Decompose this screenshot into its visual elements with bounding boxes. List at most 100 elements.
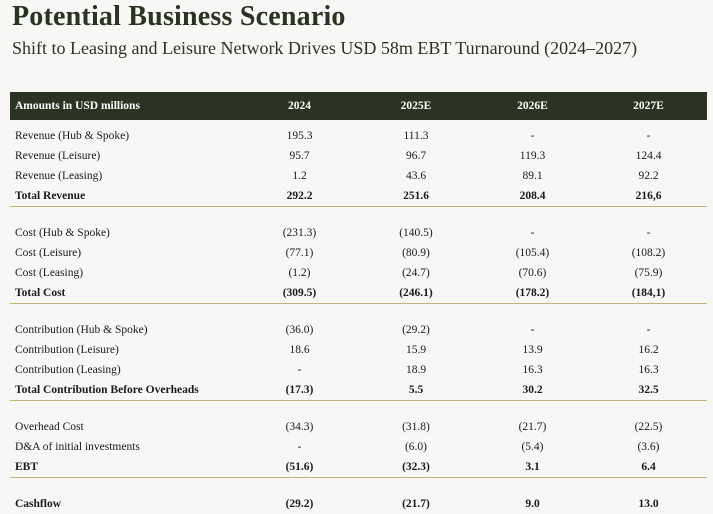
cell-value: (29.2): [285, 498, 314, 510]
row-label: Revenue (Hub & Spoke): [15, 130, 130, 142]
cell-value: (21.7): [402, 498, 430, 510]
cell-value: (31.8): [402, 421, 430, 433]
spacer-row: [10, 401, 707, 418]
row-label: EBT: [10, 457, 242, 478]
cell-value: (5.4): [521, 441, 544, 453]
cell-value: (105.4): [515, 247, 550, 259]
table-row: Contribution (Leasing) - 18.9 16.3 16.3: [10, 360, 707, 380]
total-row: EBT (51.6) (32.3) 3.1 6.4: [10, 457, 707, 478]
cell-value: (24.7): [402, 267, 430, 279]
cell-value: 92.2: [638, 170, 659, 182]
cell-value: -: [646, 130, 651, 142]
cell-value: 111.3: [403, 130, 429, 142]
header-2026e: 2026E: [517, 100, 548, 112]
cell-value: (231.3): [282, 227, 317, 239]
cell-value: (3.6): [637, 441, 660, 453]
row-label: Cost (Leasing): [15, 267, 84, 279]
table-row: Revenue (Leisure) 95.7 96.7 119.3 124.4: [10, 146, 707, 166]
cell-value: -: [646, 227, 651, 239]
cell-value: 13.9: [522, 344, 543, 356]
cell-value: -: [530, 130, 535, 142]
cell-value: -: [646, 324, 651, 336]
table-row: Contribution (Hub & Spoke) (36.0) (29.2)…: [10, 320, 707, 340]
cell-value: 1.2: [292, 170, 307, 182]
table-row: Revenue (Hub & Spoke) 195.3 111.3 - -: [10, 120, 707, 146]
cell-value: (77.1): [285, 247, 314, 259]
table-row: Cost (Leasing) (1.2) (24.7) (70.6) (75.9…: [10, 263, 707, 283]
cell-value: 32.5: [590, 380, 707, 401]
cell-value: -: [530, 227, 535, 239]
cell-value: (29.2): [402, 324, 430, 336]
row-label: Contribution (Leasing): [15, 364, 121, 376]
cell-value: (70.6): [518, 267, 547, 279]
table-row: D&A of initial investments - (6.0) (5.4)…: [10, 437, 707, 457]
cell-value: -: [297, 364, 302, 376]
cell-value: 119.3: [519, 150, 546, 162]
row-label: Cost (Leisure): [15, 247, 82, 259]
cell-value: 208.4: [475, 186, 590, 207]
cell-value: (36.0): [285, 324, 314, 336]
cell-value: -: [530, 324, 535, 336]
cell-value: 5.5: [357, 380, 475, 401]
cell-value: (17.3): [242, 380, 357, 401]
table-row: Revenue (Leasing) 1.2 43.6 89.1 92.2: [10, 166, 707, 186]
cell-value: 195.3: [286, 130, 313, 142]
table-row: Cost (Leisure) (77.1) (80.9) (105.4) (10…: [10, 243, 707, 263]
cell-value: (22.5): [634, 421, 663, 433]
row-label: Revenue (Leisure): [15, 150, 101, 162]
cell-value: 292.2: [242, 186, 357, 207]
header-2025e: 2025E: [400, 100, 432, 112]
cell-value: 89.1: [522, 170, 543, 182]
page-subtitle: Shift to Leasing and Leisure Network Dri…: [12, 38, 638, 58]
row-label: Total Revenue: [10, 186, 242, 207]
cell-value: (1.2): [288, 267, 311, 279]
row-label: Overhead Cost: [15, 421, 84, 433]
cell-value: 95.7: [289, 150, 310, 162]
cell-value: 216,6: [590, 186, 707, 207]
cell-value: (309.5): [242, 283, 357, 304]
row-label: Total Cost: [10, 283, 242, 304]
table-row: Overhead Cost (34.3) (31.8) (21.7) (22.5…: [10, 417, 707, 437]
cell-value: (184,1): [590, 283, 707, 304]
cell-value: 124.4: [635, 150, 662, 162]
cell-value: 6.4: [590, 457, 707, 478]
cell-value: 16.3: [638, 364, 659, 376]
financial-table: Amounts in USD millions 2024 2025E 2026E…: [10, 92, 707, 514]
cell-value: 9.0: [525, 498, 540, 510]
table-row: Contribution (Leisure) 18.6 15.9 13.9 16…: [10, 340, 707, 360]
cell-value: 30.2: [475, 380, 590, 401]
header-2024: 2024: [288, 100, 311, 112]
cell-value: (32.3): [357, 457, 475, 478]
cell-value: (178.2): [475, 283, 590, 304]
row-label: Cost (Hub & Spoke): [15, 227, 110, 239]
cell-value: 18.6: [289, 344, 310, 356]
cell-value: 13.0: [638, 498, 659, 510]
row-label: D&A of initial investments: [15, 441, 140, 453]
cell-value: -: [297, 441, 302, 453]
cell-value: (34.3): [285, 421, 314, 433]
cell-value: (108.2): [631, 247, 666, 259]
cashflow-row: Cashflow (29.2) (21.7) 9.0 13.0: [10, 494, 707, 514]
spacer-row: [10, 478, 707, 495]
spacer-row: [10, 304, 707, 321]
header-2027e: 2027E: [633, 100, 664, 112]
cell-value: (6.0): [404, 441, 428, 453]
row-label: Revenue (Leasing): [15, 170, 103, 182]
header-label: Amounts in USD millions: [15, 100, 140, 112]
total-row: Total Contribution Before Overheads (17.…: [10, 380, 707, 401]
row-label: Contribution (Leisure): [15, 344, 119, 356]
cell-value: 3.1: [475, 457, 590, 478]
cell-value: 96.7: [405, 150, 427, 162]
cell-value: (140.5): [399, 227, 433, 239]
spacer-row: [10, 207, 707, 224]
cell-value: 16.2: [638, 344, 659, 356]
cell-value: (75.9): [634, 267, 663, 279]
row-label: Contribution (Hub & Spoke): [15, 324, 148, 336]
table-header-row: Amounts in USD millions 2024 2025E 2026E…: [10, 92, 707, 120]
cell-value: 18.9: [405, 364, 427, 376]
cell-value: 43.6: [405, 170, 427, 182]
cell-value: (80.9): [402, 247, 430, 259]
total-row: Total Cost (309.5) (246.1) (178.2) (184,…: [10, 283, 707, 304]
total-row: Total Revenue 292.2 251.6 208.4 216,6: [10, 186, 707, 207]
cell-value: 16.3: [522, 364, 543, 376]
